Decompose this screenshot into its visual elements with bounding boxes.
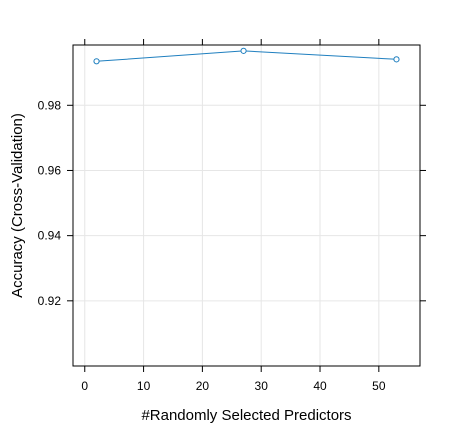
x-axis-label: #Randomly Selected Predictors (141, 407, 351, 424)
y-tick-label: 0.98 (38, 98, 62, 112)
x-tick-label: 20 (196, 379, 210, 393)
x-axis-tick-labels: 0 10 20 30 40 50 (81, 379, 385, 393)
y-tick-label: 0.92 (38, 294, 62, 308)
series (93, 47, 400, 65)
data-point (393, 56, 400, 63)
y-tick-label: 0.94 (38, 229, 62, 243)
axis-ticks (67, 39, 426, 372)
x-tick-label: 10 (137, 379, 151, 393)
x-tick-label: 30 (255, 379, 269, 393)
y-axis-label: Accuracy (Cross-Validation) (9, 113, 26, 298)
x-tick-label: 40 (313, 379, 327, 393)
plot-area (72, 44, 421, 367)
grid (73, 45, 420, 366)
series-line (96, 50, 397, 62)
y-tick-label: 0.96 (38, 163, 62, 177)
x-tick-label: 50 (372, 379, 386, 393)
y-axis-tick-labels: 0.92 0.94 0.96 0.98 (38, 98, 62, 308)
data-point (93, 58, 100, 65)
x-tick-label: 0 (81, 379, 88, 393)
data-point (240, 47, 247, 54)
